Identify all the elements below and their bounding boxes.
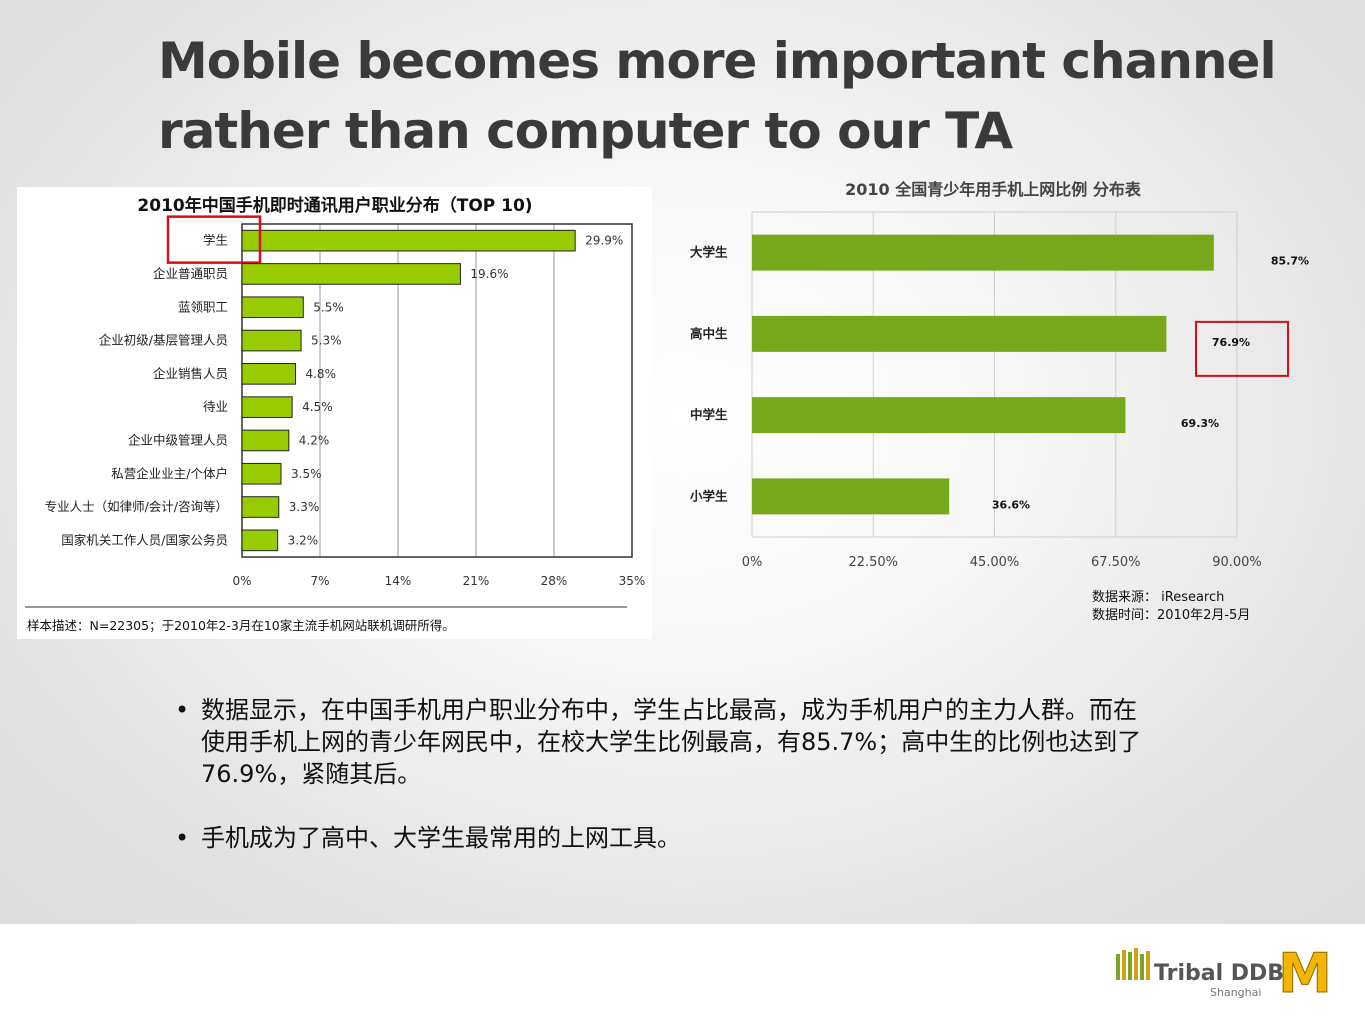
bullet-list: • 数据显示，在中国手机用户职业分布中，学生占比最高，成为手机用户的主力人群。而… [175,694,1155,886]
bar [241,429,290,452]
bar [241,462,282,485]
brand-logos: Tribal DDB Shanghai M [1116,942,1332,1006]
bar [241,529,279,552]
x-tick-label: 14% [385,574,412,588]
bar-value-label: 4.8% [305,367,336,381]
source-line-1: 数据来源： iResearch [1092,590,1224,605]
bar-value-label: 76.9% [1212,336,1250,349]
bullet-marker: • [175,696,190,724]
chart-title: 2010 全国青少年用手机上网比例 分布表 [845,180,1142,199]
bar [241,396,293,418]
category-label: 企业初级/基层管理人员 [99,333,228,348]
occupation-chart-svg: 2010年中国手机即时通讯用户职业分布（TOP 10) 29.9% 学生 19.6%… [25,195,646,633]
bar-value-label: 4.2% [299,433,330,447]
bar [241,363,296,385]
x-tick-label: 67.50% [1091,555,1141,570]
category-label: 企业普通职员 [153,266,228,281]
bar-value-label: 5.3% [311,334,342,348]
bar-value-label: 3.5% [291,467,322,481]
title-line-1: Mobile becomes more important channel [158,32,1277,90]
bar-mark-icon [1116,948,1150,980]
highlight-box [166,215,262,264]
source-line-2: 数据时间：2010年2月-5月 [1092,608,1250,623]
bar-value-label: 3.3% [289,500,320,514]
category-label: 专业人士（如律师/会计/咨询等） [45,499,228,514]
brand-sub: Shanghai [1210,986,1261,999]
chart-note: 样本描述：N=22305；于2010年2-3月在10家主流手机网站联机调研所得。 [27,618,455,633]
slide-title: Mobile becomes more important channel ra… [158,26,1298,166]
category-label: 大学生 [690,245,728,260]
x-tick-label: 21% [463,574,490,588]
title-line-2: rather than computer to our TA [158,102,1013,160]
bar-value-label: 36.6% [992,498,1030,511]
tribal-ddb-logo: Tribal DDB Shanghai [1116,948,1284,999]
teen-mobile-internet-chart-svg: 2010 全国青少年用手机上网比例 分布表 85.7% 大学生 76.9% 高中生 69… [689,180,1309,623]
bullet-item: • 手机成为了高中、大学生最常用的上网工具。 [175,822,1155,854]
bar-value-label: 5.5% [313,300,344,314]
category-label: 国家机关工作人员/国家公务员 [61,532,228,547]
highlight-box [1195,320,1289,377]
x-tick-label: 7% [310,574,329,588]
bullet-marker: • [175,824,190,852]
bar-value-label: 69.3% [1181,417,1219,430]
x-tick-label: 0% [232,574,251,588]
bullet-text: 数据显示，在中国手机用户职业分布中，学生占比最高，成为手机用户的主力人群。而在使… [201,696,1142,788]
x-tick-label: 45.00% [970,555,1020,570]
plot-frame [241,223,633,558]
category-label: 蓝领职工 [178,299,228,314]
bar [241,229,576,252]
bar [241,329,302,352]
x-tick-label: 90.00% [1212,555,1262,570]
x-tick-label: 22.50% [848,555,898,570]
x-tick-label: 28% [541,574,568,588]
category-label: 中学生 [690,407,728,422]
category-label: 待业 [203,399,228,414]
bar [752,315,1167,352]
x-tick-label: 35% [619,574,646,588]
category-label: 私营企业业主/个体户 [111,466,228,481]
bar [241,296,304,319]
category-label: 高中生 [690,326,728,341]
bar [752,234,1214,271]
bullet-item: • 数据显示，在中国手机用户职业分布中，学生占比最高，成为手机用户的主力人群。而… [175,694,1155,790]
x-tick-label: 0% [742,555,763,570]
brand-text: Tribal DDB [1154,961,1284,986]
bar-value-label: 3.2% [288,533,319,547]
bar-value-label: 29.9% [585,234,623,248]
bar-value-label: 4.5% [302,400,333,414]
category-label: 小学生 [689,488,728,503]
category-label: 学生 [203,233,228,248]
golden-arches-logo: M [1278,942,1332,1005]
teen-mobile-internet-chart: 2010 全国青少年用手机上网比例 分布表 85.7% 大学生 76.9% 高中生 69… [672,170,1312,630]
category-label: 企业中级管理人员 [128,432,228,447]
bullet-text: 手机成为了高中、大学生最常用的上网工具。 [201,824,681,852]
occupation-chart: 2010年中国手机即时通讯用户职业分布（TOP 10) 29.9% 学生 19.6%… [17,187,652,639]
bar [752,397,1126,434]
bar [241,263,461,285]
bar [752,478,950,515]
bar [241,496,280,518]
bar-value-label: 85.7% [1271,255,1309,268]
chart-title: 2010年中国手机即时通讯用户职业分布（TOP 10) [137,195,532,216]
bar-value-label: 19.6% [470,267,508,281]
category-label: 企业销售人员 [153,366,228,381]
